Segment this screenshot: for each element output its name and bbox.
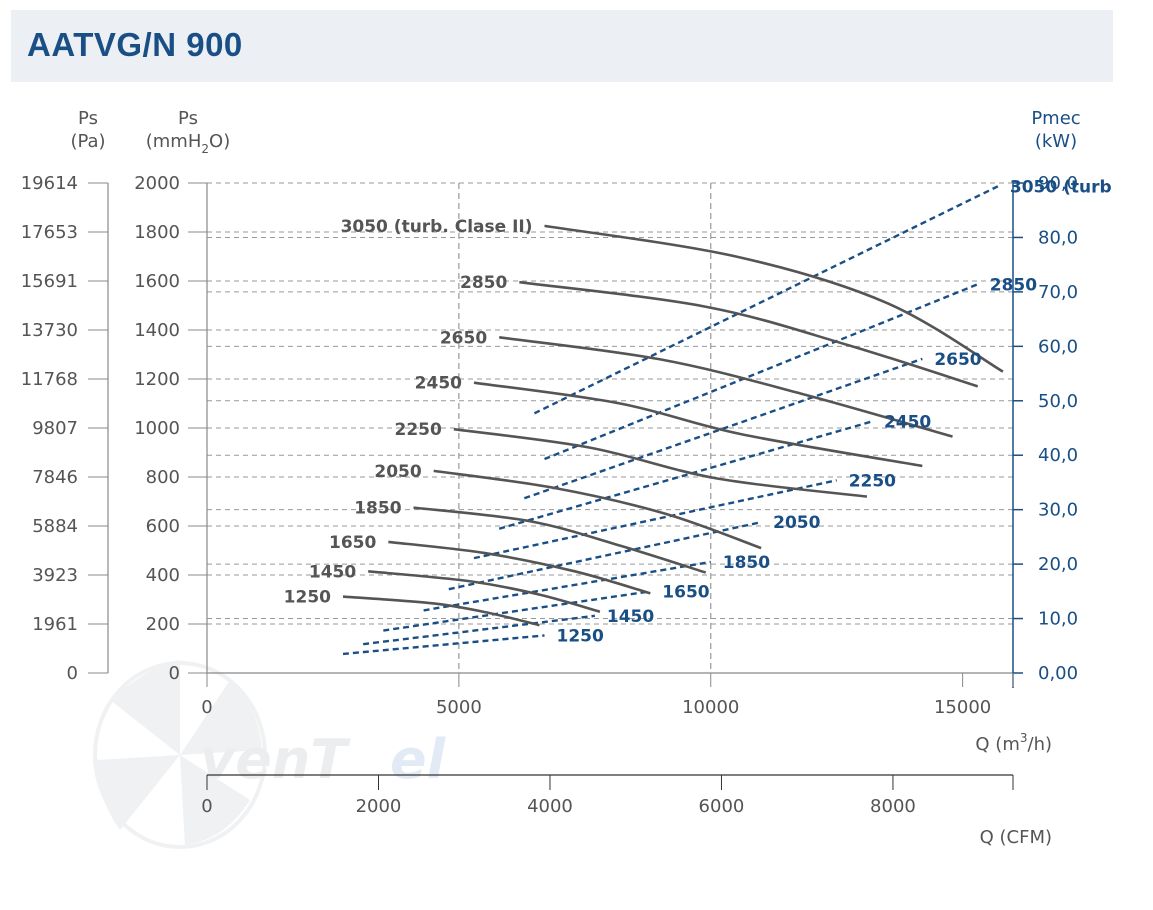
pressure-label-3050: 3050 (turb. Clase II) — [341, 217, 533, 237]
pressure-label-1450: 1450 — [309, 562, 356, 582]
power-tick-label: 40,0 — [1038, 445, 1078, 466]
x-cfm-axis-title: Q (CFM) — [980, 827, 1052, 848]
power-tick-label: 60,0 — [1038, 336, 1078, 357]
axes: 19614 17653 15691 13730 11768 9807 7846 5884 392… — [21, 108, 1081, 848]
pa-tick-label: 17653 — [21, 222, 78, 243]
power-tick-label: 50,0 — [1038, 391, 1078, 412]
cfm-tick-label: 8000 — [870, 796, 916, 817]
pa-tick-label: 15691 — [21, 271, 78, 292]
pressure-curve-2650 — [498, 336, 953, 438]
pressure-curve-1250 — [342, 595, 540, 627]
mmh2o-tick-label: 400 — [146, 565, 180, 586]
pa-tick-label: 3923 — [32, 565, 78, 586]
mmh2o-tick-label: 1800 — [134, 222, 180, 243]
power-curve-2250 — [473, 479, 837, 560]
pa-tick-label: 1961 — [32, 614, 78, 635]
pressure-curve-1650 — [388, 540, 651, 595]
svg-text:venT: venT — [200, 728, 351, 791]
mmh2o-axis-unit: (mmH2O) — [146, 131, 230, 156]
pressure-label-2050: 2050 — [374, 462, 421, 482]
power-curve-1650 — [383, 590, 651, 632]
power-curve-2450 — [498, 420, 873, 530]
mmh2o-tick-label: 0 — [169, 663, 180, 684]
pa-tick-label: 13730 — [21, 320, 78, 341]
pa-tick-label: 5884 — [32, 516, 78, 537]
pressure-label-2850: 2850 — [460, 273, 507, 293]
cfm-tick-label: 2000 — [356, 796, 402, 817]
fan-logo-watermark: venT el — [93, 660, 447, 849]
power-tick-label: 30,0 — [1038, 500, 1078, 521]
power-tick-label: 10,0 — [1038, 609, 1078, 630]
pressure-curve-2850 — [519, 280, 979, 388]
cfm-tick-label: 6000 — [699, 796, 745, 817]
power-label-3050: 3050 (turb — [1010, 177, 1112, 197]
power-label-2850: 2850 — [990, 275, 1037, 295]
pressure-curve-2250 — [453, 427, 868, 498]
mmh2o-tick-label: 800 — [146, 467, 180, 488]
pressure-label-1250: 1250 — [284, 588, 331, 608]
mmh2o-tick-label: 1600 — [134, 271, 180, 292]
pa-tick-label: 19614 — [21, 173, 78, 194]
mmh2o-tick-label: 200 — [146, 614, 180, 635]
power-label-1850: 1850 — [723, 553, 770, 573]
svg-text:el: el — [390, 728, 447, 791]
pressure-curve-2050 — [433, 469, 762, 550]
pressure-label-2650: 2650 — [440, 328, 487, 348]
power-label-1650: 1650 — [662, 582, 709, 602]
power-curve-1450 — [363, 614, 596, 646]
pressure-curve-2450 — [473, 381, 923, 468]
mmh2o-axis-title: Ps — [178, 108, 198, 129]
x-tick-label: 15000 — [934, 697, 991, 718]
pressure-curves — [342, 224, 1004, 627]
pressure-label-1650: 1650 — [329, 533, 376, 553]
pa-axis-title: Ps — [78, 108, 98, 129]
curve-labels: 1250145016501850205022502450265028503050… — [284, 177, 1112, 646]
power-curve-1250 — [342, 634, 545, 656]
power-axis-unit: (kW) — [1035, 131, 1077, 152]
mmh2o-tick-label: 2000 — [134, 173, 180, 194]
mmh2o-tick-label: 1200 — [134, 369, 180, 390]
x-tick-label: 5000 — [436, 697, 482, 718]
pressure-curve-1850 — [413, 506, 707, 574]
pa-tick-label: 9807 — [32, 418, 78, 439]
power-curve-2850 — [544, 283, 979, 461]
power-label-2050: 2050 — [773, 513, 820, 533]
title-bar: AATVG/N 900 — [11, 10, 1113, 82]
page-title: AATVG/N 900 — [27, 26, 243, 63]
x-m3h-axis-title: Q (m3/h) — [975, 731, 1052, 755]
pressure-label-2250: 2250 — [395, 420, 442, 440]
pressure-curve-3050 — [544, 224, 1004, 373]
power-curves — [342, 185, 999, 656]
cfm-tick-label: 4000 — [527, 796, 573, 817]
power-axis-title: Pmec — [1031, 108, 1080, 129]
power-label-1250: 1250 — [557, 626, 604, 646]
pressure-label-1850: 1850 — [354, 499, 401, 519]
pa-tick-label: 11768 — [21, 369, 78, 390]
power-curve-2050 — [448, 521, 762, 591]
pa-tick-label: 7846 — [32, 467, 78, 488]
power-label-2250: 2250 — [849, 471, 896, 491]
pressure-curve-1450 — [368, 570, 601, 614]
power-label-2650: 2650 — [934, 350, 981, 370]
pa-tick-label: 0 — [67, 663, 78, 684]
pressure-label-2450: 2450 — [415, 374, 462, 394]
cfm-tick-label: 0 — [201, 796, 212, 817]
mmh2o-tick-label: 600 — [146, 516, 180, 537]
x-tick-label: 10000 — [682, 697, 739, 718]
power-tick-label: 0,00 — [1038, 663, 1078, 684]
x-tick-label: 0 — [201, 697, 212, 718]
power-tick-label: 70,0 — [1038, 282, 1078, 303]
mmh2o-tick-label: 1400 — [134, 320, 180, 341]
power-label-1450: 1450 — [607, 607, 654, 627]
power-tick-label: 20,0 — [1038, 554, 1078, 575]
power-label-2450: 2450 — [884, 412, 931, 432]
power-tick-label: 80,0 — [1038, 227, 1078, 248]
power-curve-2650 — [523, 357, 923, 500]
power-tick-label: 90,0 — [1038, 173, 1078, 194]
pa-axis-unit: (Pa) — [70, 131, 105, 152]
mmh2o-tick-label: 1000 — [134, 418, 180, 439]
